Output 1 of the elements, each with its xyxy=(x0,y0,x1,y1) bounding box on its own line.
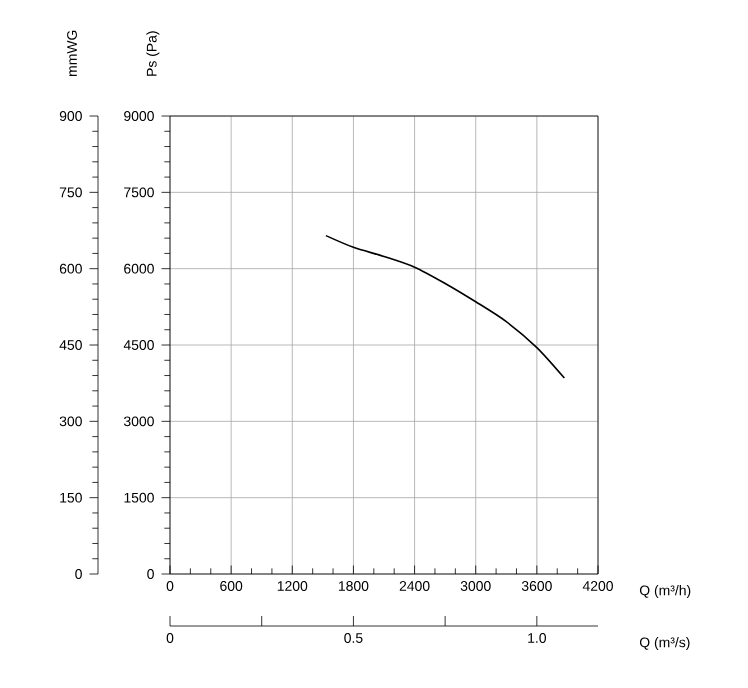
line-series xyxy=(325,234,566,379)
